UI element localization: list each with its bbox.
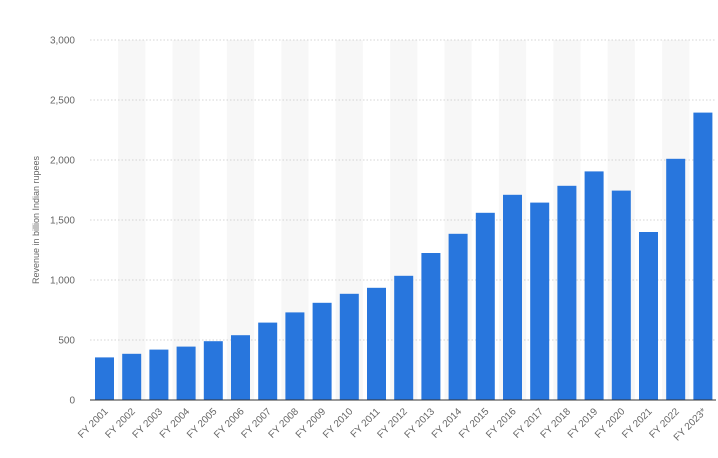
y-tick-label: 3,000 bbox=[50, 36, 75, 47]
bars bbox=[95, 112, 713, 400]
bar bbox=[95, 357, 114, 400]
bar bbox=[584, 171, 604, 400]
bar bbox=[693, 112, 713, 400]
bar bbox=[367, 287, 386, 400]
bar bbox=[149, 349, 169, 400]
y-tick-label: 2,500 bbox=[50, 96, 75, 107]
y-tick-label: 1,000 bbox=[50, 276, 75, 287]
y-tick-label: 500 bbox=[58, 336, 75, 347]
bar bbox=[530, 202, 550, 400]
bar bbox=[176, 346, 196, 400]
bar bbox=[639, 232, 658, 400]
bar bbox=[394, 275, 414, 400]
bar bbox=[557, 185, 577, 400]
bar bbox=[503, 194, 522, 400]
y-tick-label: 0 bbox=[69, 396, 75, 407]
y-tick-label: 1,500 bbox=[50, 216, 75, 227]
bar bbox=[258, 322, 278, 400]
bar bbox=[611, 190, 631, 400]
y-axis-title: Revenue in billion Indian rupees bbox=[31, 155, 41, 284]
bar bbox=[339, 293, 359, 400]
bar bbox=[475, 212, 495, 400]
bar bbox=[666, 158, 686, 400]
bar bbox=[421, 253, 441, 400]
y-tick-label: 2,000 bbox=[50, 156, 75, 167]
bar bbox=[285, 312, 305, 400]
bar bbox=[122, 353, 142, 400]
bar bbox=[448, 233, 468, 400]
bar bbox=[231, 335, 250, 400]
y-axis-ticks: 0 500 1,000 1,500 2,000 2,500 3,000 bbox=[50, 36, 75, 407]
bar bbox=[203, 341, 223, 400]
bar bbox=[312, 302, 332, 400]
